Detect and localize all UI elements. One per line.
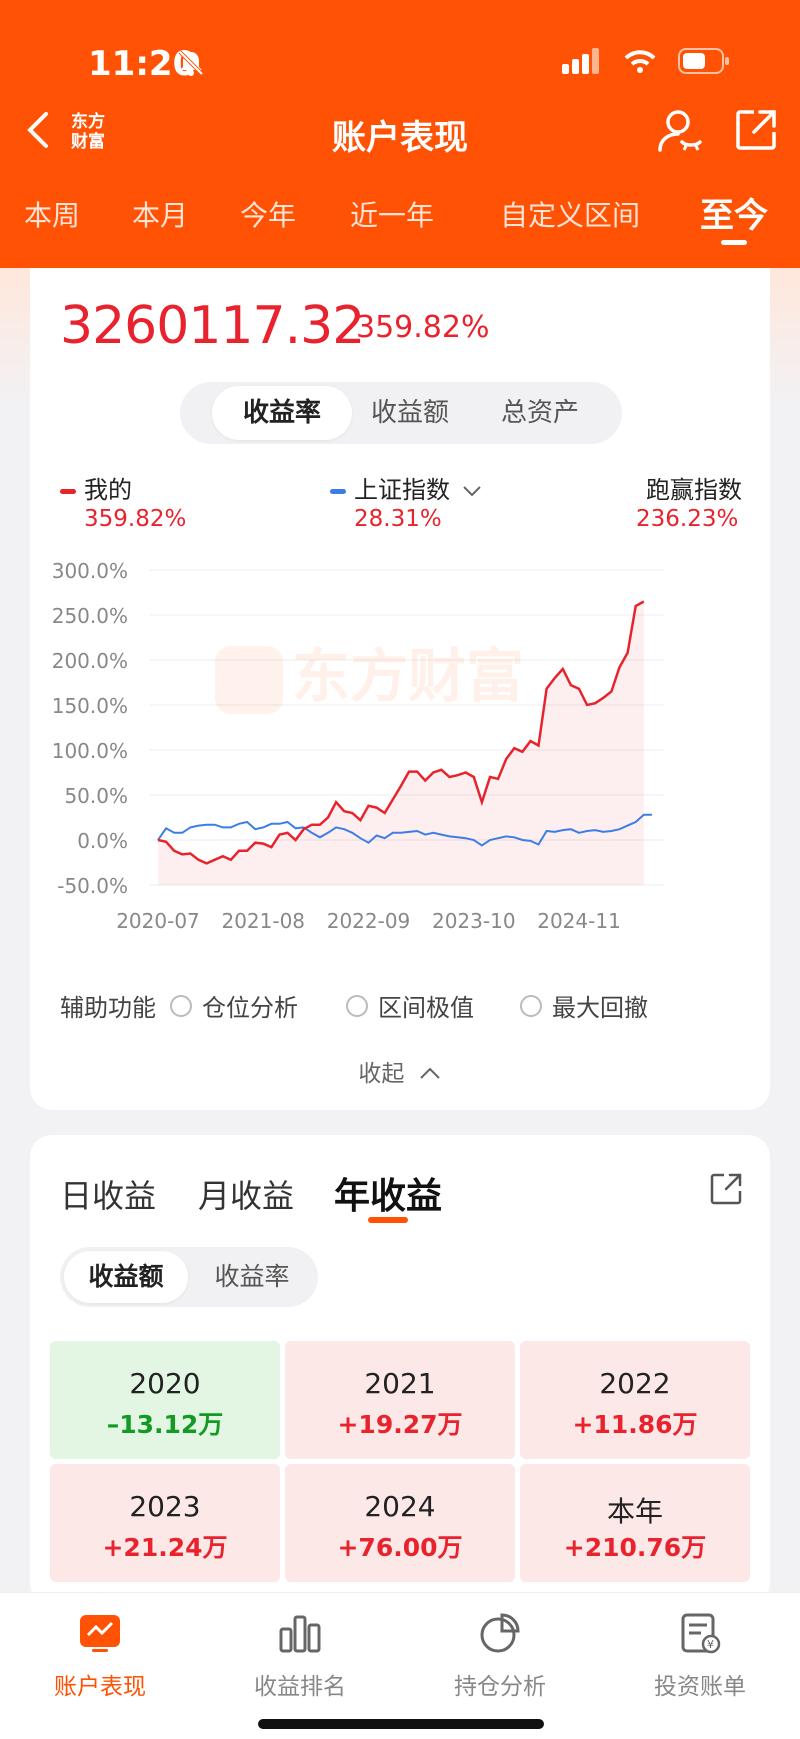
tab-last-year[interactable]: 近一年 [350,199,435,232]
year-cell-2021[interactable]: 2021 +19.27万 [285,1341,515,1459]
year-cell-2024[interactable]: 2024 +76.00万 [285,1464,515,1582]
bell-muted-icon [176,48,206,82]
y-tick-label: 50.0% [64,784,128,808]
x-axis-ticks: 2020-07 2021-08 2022-09 2023-10 2024-11 [116,909,621,933]
nav-profit-ranking[interactable]: 收益排名 [200,1611,400,1701]
app-logo: 东方 财富 [71,112,105,152]
nav-investment-bill[interactable]: ¥ 投资账单 [600,1611,800,1701]
nav-holdings-analysis[interactable]: 持仓分析 [400,1611,600,1701]
x-tick-label: 2020-07 [116,909,200,933]
status-icons [562,48,730,74]
segment-total-assets[interactable]: 总资产 [500,398,579,428]
y-tick-label: 100.0% [52,739,128,763]
legend-beat-index: 跑赢指数 [646,476,742,504]
battery-icon [678,48,729,74]
profit-segmented-control: 收益额 收益率 [60,1247,318,1307]
legend-mine-value: 359.82% [84,506,187,532]
x-tick-label: 2022-09 [327,909,411,933]
signal-icon [562,48,599,74]
x-tick-label: 2021-08 [221,909,305,933]
share-icon[interactable] [734,108,778,156]
svg-text:¥: ¥ [707,1638,714,1651]
performance-chart-icon [80,1615,120,1652]
watermark-logo-icon [215,646,283,714]
option-range-extremes[interactable]: 区间极值 [346,988,474,1023]
tab-this-month[interactable]: 本月 [132,199,189,232]
y-tick-label: 150.0% [52,694,128,718]
year-cell-2023[interactable]: 2023 +21.24万 [50,1464,280,1582]
tab-active-indicator [721,240,747,245]
segment-profit-rate[interactable]: 收益率 [214,1262,290,1291]
page-title: 账户表现 [332,118,468,158]
return-line-chart[interactable]: 东方财富 300.0% 250.0% 200.0% 150.0% 100.0% 50.0%… [30,548,770,968]
legend-mine-swatch [60,488,76,494]
status-time: 11:20 [88,44,197,84]
aux-functions-label: 辅助功能 [60,994,156,1022]
bill-icon: ¥ [681,1613,721,1654]
y-tick-label: -50.0% [57,874,128,898]
segment-return-amount[interactable]: 收益额 [370,398,449,428]
user-privacy-icon[interactable] [656,108,704,158]
tab-this-week[interactable]: 本周 [24,199,81,232]
series-mine-line [157,600,645,865]
y-tick-label: 300.0% [52,559,128,583]
year-cell-2022[interactable]: 2022 +11.86万 [520,1341,750,1459]
legend-index-value: 28.31% [354,506,442,532]
profit-tab-indicator [368,1217,408,1223]
watermark-text: 东方财富 [292,642,524,710]
collapse-button[interactable]: 收起 [30,1054,770,1088]
top-header: 11:20 东方 财富 账户表现 本周 本月 今年 近一年 自定义区间 至今 [0,0,800,268]
legend-index[interactable]: 上证指数 [330,470,482,505]
y-tick-label: 250.0% [52,604,128,628]
tab-this-year[interactable]: 今年 [240,199,297,232]
chart-grid [150,569,664,886]
legend-beat-value: 236.23% [636,506,739,532]
export-icon[interactable] [708,1171,744,1211]
x-tick-label: 2023-10 [432,909,516,933]
chevron-down-icon[interactable] [462,484,482,498]
radio-circle-icon[interactable] [520,994,542,1017]
bar-chart-icon [279,1615,321,1653]
series-mine-area [158,601,644,885]
nav-account-performance[interactable]: 账户表现 [0,1611,200,1701]
year-cell-2020[interactable]: 2020 –13.12万 [50,1341,280,1459]
tab-to-date[interactable]: 至今 [700,196,768,236]
year-cell-current[interactable]: 本年 +210.76万 [520,1464,750,1582]
tab-yearly-profit[interactable]: 年收益 [334,1176,443,1217]
tab-custom-range[interactable]: 自定义区间 [500,199,641,232]
y-tick-label: 0.0% [77,829,128,853]
segment-profit-amount[interactable]: 收益额 [64,1251,188,1303]
back-chevron-icon[interactable] [24,110,54,154]
profit-card: 日收益 月收益 年收益 收益额 收益率 2020 –13.12万 2021 +1… [30,1135,770,1605]
home-indicator [258,1719,544,1729]
bottom-nav: 账户表现 收益排名 持仓分析 ¥ 投资账单 [0,1592,800,1739]
legend-mine[interactable]: 我的 [60,470,132,505]
option-max-drawdown[interactable]: 最大回撤 [520,988,648,1023]
tab-daily-profit[interactable]: 日收益 [60,1177,157,1215]
total-return-pct: 359.82% [356,310,490,345]
tab-monthly-profit[interactable]: 月收益 [198,1177,295,1215]
chart-watermark: 东方财富 [215,642,524,714]
performance-card: 3260117.32 359.82% 收益率 收益额 总资产 我的 359.82… [30,268,770,1110]
radio-circle-icon[interactable] [170,994,192,1017]
series-index-line [157,813,652,847]
y-axis-ticks: 300.0% 250.0% 200.0% 150.0% 100.0% 50.0% 0.0% -… [52,559,128,898]
pie-chart-icon [480,1613,520,1653]
y-tick-label: 200.0% [52,649,128,673]
x-tick-label: 2024-11 [537,909,621,933]
segment-return-rate[interactable]: 收益率 [212,386,352,440]
total-return-amount: 3260117.32 [60,296,365,356]
metric-segmented-control: 收益率 收益额 总资产 [180,382,622,444]
option-position-analysis[interactable]: 仓位分析 [170,988,298,1023]
period-tabs: 本周 本月 今年 近一年 自定义区间 至今 [0,194,800,244]
radio-circle-icon[interactable] [346,994,368,1017]
chevron-up-icon [419,1067,440,1079]
wifi-icon [624,50,656,73]
legend-index-swatch [330,488,346,494]
